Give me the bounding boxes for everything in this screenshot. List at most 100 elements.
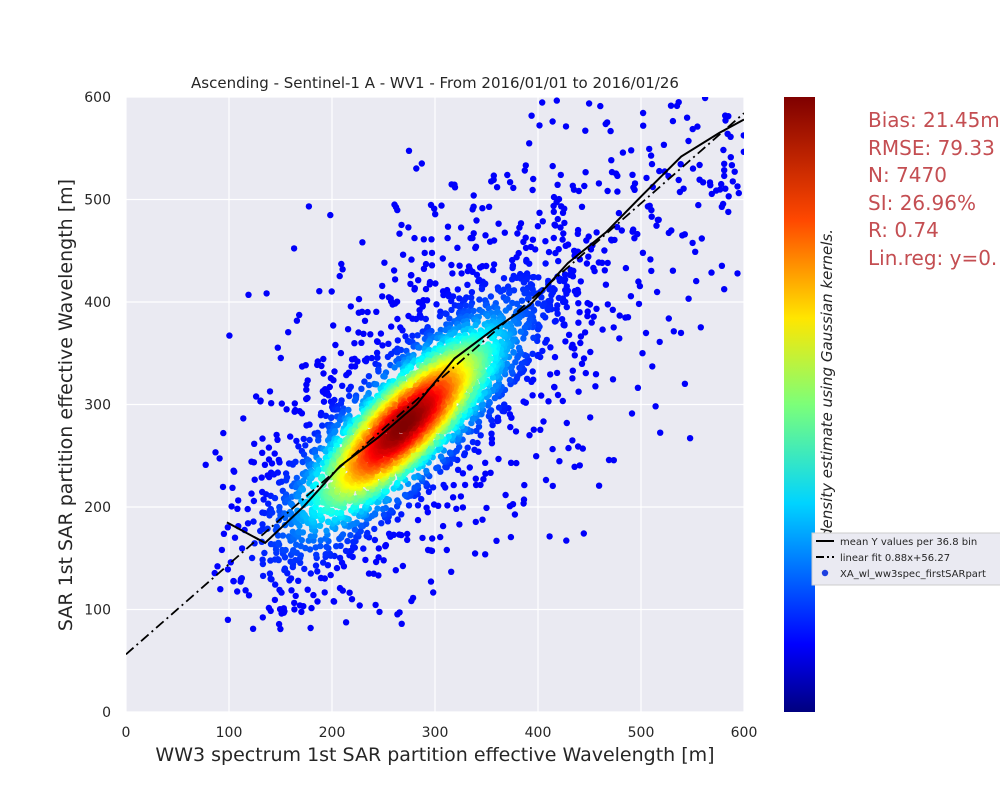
scatter-point bbox=[267, 575, 274, 583]
scatter-point bbox=[728, 162, 736, 169]
scatter-point bbox=[501, 229, 508, 236]
scatter-point bbox=[563, 537, 570, 544]
scatter-point bbox=[420, 265, 428, 272]
scatter-point bbox=[394, 479, 401, 487]
scatter-point bbox=[493, 184, 501, 191]
scatter-point bbox=[331, 368, 338, 375]
scatter-point bbox=[409, 332, 416, 339]
scatter-point bbox=[516, 364, 523, 372]
scatter-point bbox=[590, 264, 597, 272]
scatter-point bbox=[293, 437, 300, 445]
scatter-point bbox=[575, 300, 582, 307]
scatter-point bbox=[428, 249, 436, 257]
scatter-point bbox=[276, 606, 284, 613]
scatter-point bbox=[574, 230, 581, 237]
scatter-point bbox=[283, 406, 290, 413]
scatter-point bbox=[273, 431, 280, 439]
scatter-point bbox=[299, 486, 307, 493]
scatter-point bbox=[582, 369, 589, 377]
scatter-point bbox=[328, 414, 335, 421]
scatter-point bbox=[248, 490, 255, 497]
scatter-point bbox=[446, 449, 454, 456]
scatter-point bbox=[482, 551, 489, 558]
scatter-point bbox=[565, 331, 573, 338]
scatter-point bbox=[398, 221, 405, 229]
scatter-point bbox=[302, 362, 309, 369]
scatter-point bbox=[432, 211, 439, 218]
scatter-point bbox=[379, 505, 386, 513]
scatter-point bbox=[312, 562, 320, 569]
scatter-point bbox=[431, 205, 438, 212]
scatter-point bbox=[265, 604, 273, 612]
scatter-point bbox=[290, 547, 297, 554]
scatter-point bbox=[260, 496, 267, 503]
scatter-point bbox=[529, 186, 536, 194]
scatter-point bbox=[432, 439, 440, 446]
scatter-point bbox=[631, 235, 638, 242]
scatter-point bbox=[445, 433, 452, 440]
scatter-point bbox=[248, 554, 256, 562]
scatter-point bbox=[397, 346, 405, 354]
scatter-point bbox=[339, 266, 346, 273]
scatter-point bbox=[324, 562, 332, 569]
scatter-point bbox=[347, 532, 354, 539]
scatter-point bbox=[404, 530, 411, 538]
scatter-point bbox=[721, 167, 728, 174]
scatter-point bbox=[342, 547, 350, 555]
scatter-point bbox=[331, 396, 338, 404]
scatter-point bbox=[577, 333, 585, 340]
scatter-point bbox=[275, 539, 282, 547]
scatter-point bbox=[554, 391, 562, 399]
scatter-point bbox=[490, 261, 498, 268]
scatter-point bbox=[375, 368, 382, 375]
scatter-point bbox=[274, 469, 281, 476]
scatter-point bbox=[351, 397, 359, 404]
scatter-point bbox=[317, 574, 325, 582]
scatter-point bbox=[354, 358, 361, 365]
scatter-points bbox=[202, 97, 744, 633]
scatter-point bbox=[358, 385, 365, 392]
scatter-point bbox=[350, 503, 357, 511]
scatter-point bbox=[472, 481, 480, 489]
scatter-point bbox=[546, 533, 553, 540]
scatter-point bbox=[307, 624, 314, 632]
scatter-point bbox=[556, 458, 563, 465]
scatter-point bbox=[314, 568, 321, 575]
scatter-point bbox=[338, 260, 345, 268]
scatter-point bbox=[503, 297, 510, 304]
scatter-point bbox=[261, 549, 268, 557]
scatter-point bbox=[583, 237, 590, 244]
scatter-point bbox=[502, 307, 509, 314]
scatter-point bbox=[547, 371, 554, 378]
scatter-point bbox=[539, 218, 546, 225]
scatter-point bbox=[372, 558, 380, 566]
scatter-point bbox=[382, 541, 390, 549]
scatter-point bbox=[507, 533, 515, 541]
scatter-point bbox=[371, 525, 378, 533]
scatter-point bbox=[523, 375, 531, 382]
scatter-point bbox=[500, 275, 508, 282]
scatter-point bbox=[266, 570, 274, 577]
scatter-point bbox=[534, 326, 542, 333]
scatter-point bbox=[509, 264, 516, 272]
scatter-point bbox=[562, 242, 569, 249]
scatter-point bbox=[394, 337, 401, 344]
scatter-point bbox=[235, 497, 242, 504]
scatter-point bbox=[569, 341, 576, 348]
scatter-point bbox=[361, 317, 369, 324]
scatter-point bbox=[414, 516, 422, 524]
scatter-point bbox=[614, 188, 621, 195]
x-tick-label: 300 bbox=[422, 725, 449, 741]
scatter-point bbox=[219, 483, 227, 491]
scatter-point bbox=[422, 285, 430, 293]
scatter-point bbox=[451, 184, 459, 191]
scatter-point bbox=[430, 501, 438, 508]
scatter-point bbox=[642, 329, 650, 337]
scatter-point bbox=[216, 455, 223, 462]
scatter-point bbox=[506, 289, 513, 297]
scatter-point bbox=[345, 406, 352, 414]
scatter-point bbox=[639, 350, 646, 357]
scatter-point bbox=[613, 223, 621, 231]
scatter-point bbox=[584, 299, 591, 307]
scatter-point bbox=[282, 546, 289, 554]
